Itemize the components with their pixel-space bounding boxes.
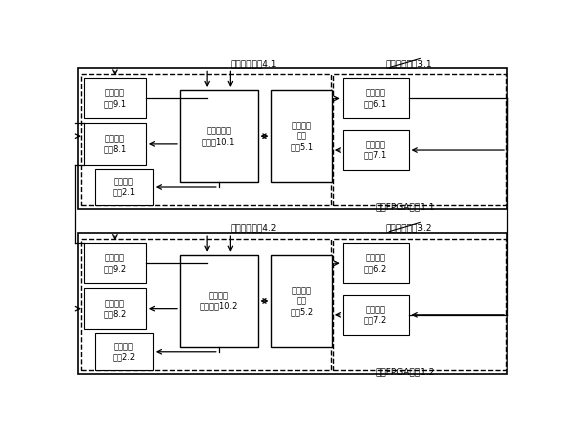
Text: 第二发送
模块6.2: 第二发送 模块6.2: [364, 254, 387, 273]
Bar: [272, 255, 332, 347]
Bar: [84, 288, 146, 329]
Bar: [81, 74, 331, 205]
Text: 第一FPGA芯片1.1: 第一FPGA芯片1.1: [375, 202, 435, 211]
Bar: [95, 333, 153, 370]
Text: 第二高速接口3.2: 第二高速接口3.2: [386, 224, 432, 233]
Text: 第二训练
模块9.2: 第二训练 模块9.2: [104, 254, 126, 273]
Bar: [84, 79, 146, 118]
Bar: [272, 90, 332, 182]
Text: 第一高速接口3.1: 第一高速接口3.1: [386, 59, 432, 68]
Bar: [84, 243, 146, 283]
Text: 第一数据选
择模块10.1: 第一数据选 择模块10.1: [202, 127, 236, 146]
Bar: [81, 239, 331, 370]
Text: 第二数据
选择模块10.2: 第二数据 选择模块10.2: [200, 291, 238, 311]
Text: 第二检测
模块8.2: 第二检测 模块8.2: [104, 299, 126, 318]
Bar: [180, 255, 257, 347]
Bar: [343, 79, 408, 118]
Bar: [343, 295, 408, 335]
Text: 第一设计
模块2.1: 第一设计 模块2.1: [112, 177, 136, 197]
Text: 第一训练
模块9.1: 第一训练 模块9.1: [104, 89, 126, 108]
Text: 第一训练单元4.1: 第一训练单元4.1: [231, 59, 277, 68]
Bar: [78, 233, 507, 374]
Bar: [343, 243, 408, 283]
Text: 第二设计
模块2.2: 第二设计 模块2.2: [112, 342, 136, 362]
Text: 第一接收
模块7.1: 第一接收 模块7.1: [364, 140, 387, 160]
Text: 第二接收
模块7.2: 第二接收 模块7.2: [364, 305, 387, 324]
Text: 第二训练单元4.2: 第二训练单元4.2: [231, 224, 277, 233]
Bar: [333, 239, 506, 370]
Bar: [180, 90, 257, 182]
Text: 第二高速
接口
模块5.2: 第二高速 接口 模块5.2: [290, 286, 313, 316]
Text: 第一检测
模块8.1: 第一检测 模块8.1: [104, 134, 126, 154]
Bar: [78, 68, 507, 209]
Text: 第一发送
模块6.1: 第一发送 模块6.1: [364, 89, 387, 108]
Bar: [95, 169, 153, 205]
Text: 第一高速
接口
模块5.1: 第一高速 接口 模块5.1: [290, 121, 313, 151]
Bar: [333, 74, 506, 205]
Text: 第二FPGA芯片1.2: 第二FPGA芯片1.2: [375, 367, 435, 376]
Bar: [343, 130, 408, 170]
Bar: [84, 123, 146, 165]
